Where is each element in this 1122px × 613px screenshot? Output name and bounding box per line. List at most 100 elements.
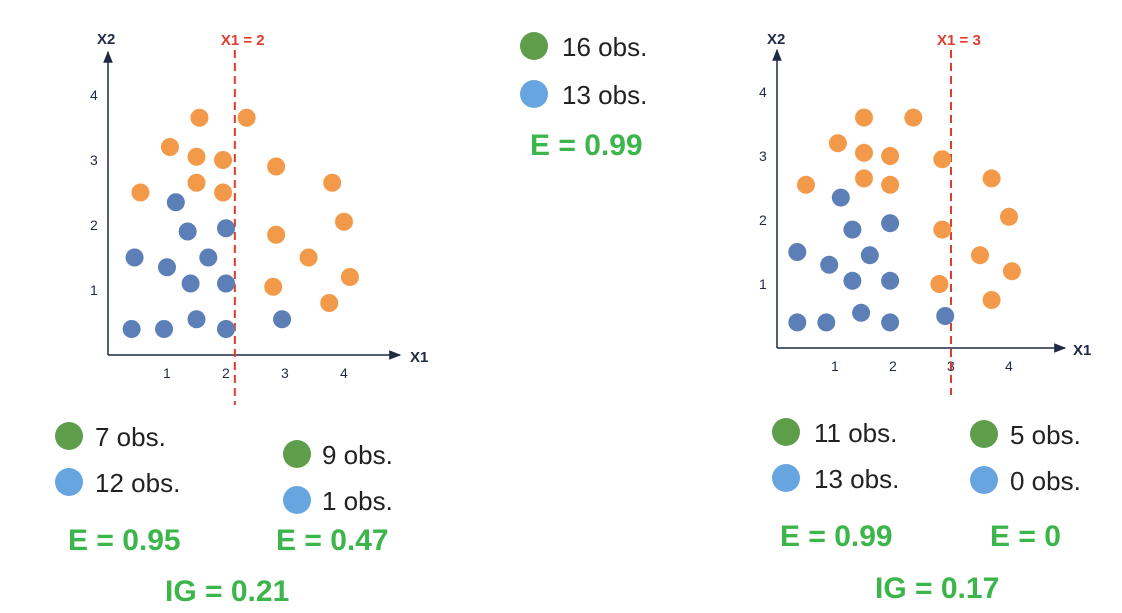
orange-data-point <box>267 157 286 176</box>
blue-data-point <box>166 193 185 212</box>
blue-class-dot <box>55 468 83 496</box>
orange-data-point <box>930 275 949 293</box>
orange-data-point <box>933 220 952 239</box>
green-class-dot <box>55 422 83 450</box>
orange-data-point <box>214 183 233 202</box>
blue-data-point <box>820 255 839 274</box>
right-split-left-child: 11 obs. 13 obs. E = 0.99 <box>772 418 899 553</box>
blue-data-point <box>125 248 144 267</box>
x-axis-label: X1 <box>410 349 428 366</box>
green-class-dot <box>772 418 800 446</box>
blue-data-point <box>217 274 235 293</box>
y-tick-label: 4 <box>759 84 767 100</box>
parent-node-stats: 16 obs. 13 obs. E = 0.99 <box>520 32 647 162</box>
orange-data-point <box>855 108 873 127</box>
y-tick-label: 3 <box>759 148 767 164</box>
orange-data-point <box>237 108 256 127</box>
orange-data-point <box>971 246 989 265</box>
information-gain: IG = 0.21 <box>165 575 289 608</box>
green-obs-count: 7 obs. <box>95 422 166 452</box>
y-tick-label: 1 <box>759 276 767 292</box>
left-split-left-child: 7 obs. 12 obs. E = 0.95 <box>55 422 181 557</box>
orange-data-point <box>881 175 900 194</box>
orange-data-point <box>340 268 359 286</box>
split-label: X1 = 2 <box>221 32 265 49</box>
orange-data-point <box>1000 207 1018 226</box>
blue-data-point <box>817 313 836 332</box>
y-axis-label: X2 <box>767 31 785 48</box>
green-obs-count: 16 obs. <box>562 32 647 62</box>
blue-obs-count: 0 obs. <box>1010 466 1081 496</box>
child-entropy: E = 0.47 <box>276 524 389 557</box>
blue-obs-count: 13 obs. <box>562 80 647 110</box>
orange-data-point <box>855 169 873 188</box>
green-obs-count: 11 obs. <box>814 418 897 448</box>
blue-data-point <box>852 303 871 322</box>
blue-class-dot <box>970 466 998 494</box>
blue-data-point <box>217 320 235 338</box>
orange-data-point <box>982 169 1001 188</box>
data-points <box>788 108 1021 332</box>
green-obs-count: 9 obs. <box>322 440 393 470</box>
orange-data-point <box>160 138 179 156</box>
orange-data-point <box>214 151 233 169</box>
orange-data-point <box>299 248 318 267</box>
orange-data-point <box>320 294 339 312</box>
split-label: X1 = 3 <box>937 32 981 49</box>
blue-data-point <box>860 246 879 265</box>
y-tick-label: 1 <box>90 282 98 298</box>
blue-data-point <box>881 214 900 233</box>
y-tick-label: 2 <box>90 217 98 233</box>
green-class-dot <box>520 32 548 60</box>
right-split-right-child: 5 obs. 0 obs. E = 0 <box>970 420 1081 553</box>
parent-entropy: E = 0.99 <box>530 129 643 162</box>
blue-obs-count: 13 obs. <box>814 464 899 494</box>
x-axis-label: X1 <box>1073 342 1091 359</box>
blue-data-point <box>178 222 197 241</box>
information-gain: IG = 0.17 <box>875 572 999 605</box>
orange-data-point <box>982 291 1001 309</box>
x-tick-label: 1 <box>831 358 839 374</box>
blue-data-point <box>199 248 218 267</box>
child-entropy: E = 0.95 <box>68 524 181 557</box>
blue-data-point <box>122 320 141 338</box>
scatter-plot-split-x1-2: X1 X2 1 2 3 4 1 2 3 4 X1 = 2 <box>90 31 428 405</box>
orange-data-point <box>264 277 283 296</box>
green-obs-count: 5 obs. <box>1010 420 1081 450</box>
orange-data-point <box>933 150 952 169</box>
blue-data-point <box>788 243 807 261</box>
blue-data-point <box>155 320 174 338</box>
blue-data-point <box>843 220 862 239</box>
blue-data-point <box>217 219 235 238</box>
x-tick-label: 4 <box>1005 358 1013 374</box>
blue-class-dot <box>772 464 800 492</box>
orange-data-point <box>323 173 342 192</box>
y-tick-label: 4 <box>90 87 98 103</box>
y-tick-label: 2 <box>759 212 767 228</box>
blue-data-point <box>881 271 900 290</box>
orange-data-point <box>828 134 847 153</box>
blue-class-dot <box>283 486 311 514</box>
x-tick-label: 2 <box>222 365 230 381</box>
green-class-dot <box>970 420 998 448</box>
blue-data-point <box>181 274 200 293</box>
child-entropy: E = 0.99 <box>780 520 893 553</box>
y-tick-label: 3 <box>90 152 98 168</box>
orange-data-point <box>131 183 150 202</box>
blue-data-point <box>831 188 850 207</box>
y-tick-labels: 1 2 3 4 <box>90 87 98 298</box>
orange-data-point <box>904 108 923 127</box>
y-axis-label: X2 <box>97 31 115 48</box>
orange-data-point <box>267 225 286 244</box>
blue-data-point <box>273 310 292 329</box>
blue-obs-count: 1 obs. <box>322 486 393 516</box>
data-points <box>122 108 359 338</box>
child-entropy: E = 0 <box>990 520 1061 553</box>
orange-data-point <box>881 147 900 165</box>
blue-data-point <box>843 271 862 290</box>
green-class-dot <box>283 440 311 468</box>
left-split-right-child: 9 obs. 1 obs. E = 0.47 <box>276 440 393 557</box>
blue-data-point <box>788 313 807 332</box>
